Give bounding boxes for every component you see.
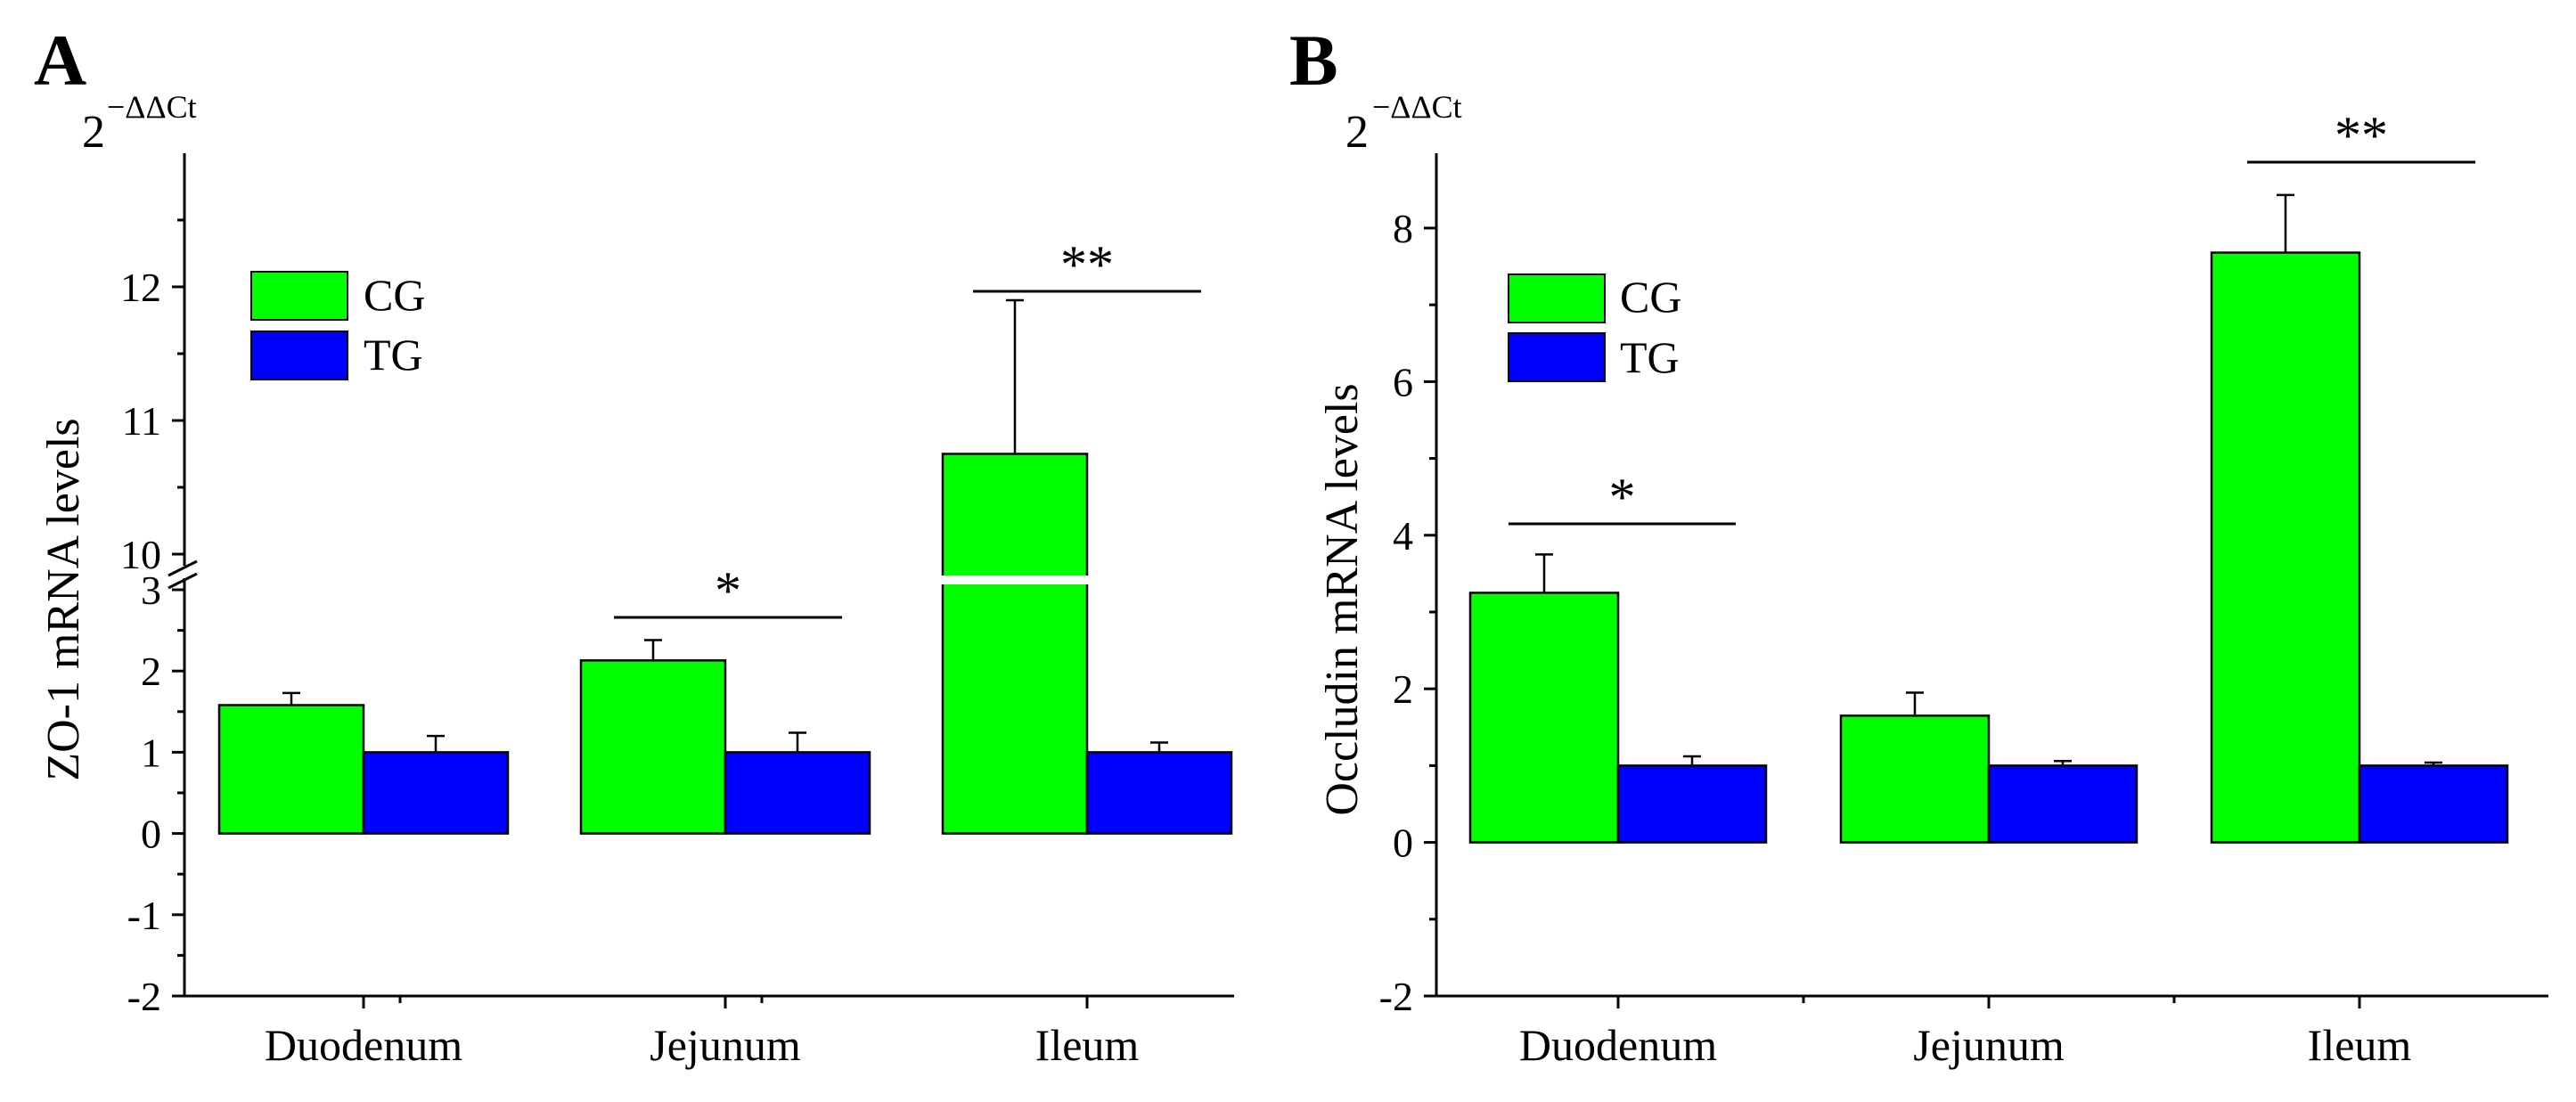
panel-a-x-tick-label: Duodenum [265, 1020, 462, 1070]
panel-b: B 2 −ΔΔCt Occludin mRNA levels -2 0 2 4 6 8 Du… [1289, 20, 2548, 1070]
panel-a-unit-base: 2 [82, 107, 105, 158]
panel-a-y-tick-label: 11 [122, 398, 161, 444]
panel-a-bar-tg [362, 751, 510, 835]
panel-b-bar-cg [1468, 592, 1620, 844]
panel-b-unit-base: 2 [1345, 107, 1369, 158]
panel-a-legend-label-cg: CG [364, 270, 425, 320]
panel-b-x-tick-label: Ileum [2308, 1020, 2412, 1070]
panel-a-bar-break-band [941, 575, 1089, 584]
panel-b-bar-tg [2358, 764, 2509, 844]
panel-a-x-tick-label: Ileum [1035, 1020, 1140, 1070]
panel-a-y-axis-label: ZO-1 mRNA levels [38, 418, 89, 780]
panel-a-unit-exponent: −ΔΔCt [107, 89, 197, 125]
panel-a-y-tick-label: 3 [141, 567, 161, 613]
panel-b-y-tick-label: 6 [1393, 359, 1413, 404]
panel-b-significance-label: * [1609, 468, 1636, 527]
panel-a-bar-tg [724, 751, 871, 835]
panel-b-legend-label-cg: CG [1620, 272, 1681, 322]
panel-b-bar-tg [1616, 764, 1768, 844]
panel-a-y-tick-label: 12 [120, 265, 161, 310]
panel-a-significance-label: ** [1060, 235, 1114, 294]
panel-a-x-tick-label: Jejunum [650, 1020, 801, 1070]
panel-b-bar-cg [1839, 714, 1991, 844]
panel-a-axis-break-mark [168, 559, 198, 577]
panel-a-legend-label-tg: TG [364, 330, 423, 380]
panel-a: A 2 −ΔΔCt ZO-1 mRNA levels -2-1012310111… [34, 20, 1234, 1070]
panel-a-y-tick-label: -1 [127, 893, 161, 938]
panel-a-letter: A [34, 20, 86, 101]
panel-a-axis-break-mark [168, 572, 198, 590]
panel-b-unit-exponent: −ΔΔCt [1372, 89, 1462, 125]
panel-b-y-tick-label: 0 [1393, 820, 1413, 866]
panel-a-y-tick-label: 2 [141, 649, 161, 694]
panel-b-bar-cg [2210, 251, 2361, 844]
panel-a-significance-label: * [715, 561, 741, 620]
panel-a-legend-swatch-tg [250, 331, 348, 380]
panel-b-legend-swatch-tg [1508, 332, 1606, 382]
panel-b-x-tick-label: Duodenum [1519, 1020, 1717, 1070]
panel-b-y-tick-label: 4 [1393, 513, 1413, 559]
panel-a-bar-cg [579, 659, 727, 835]
panel-a-bar-tg [1085, 751, 1233, 835]
panel-b-y-axis-label: Occludin mRNA levels [1317, 383, 1368, 815]
panel-b-significance-label: ** [2335, 106, 2388, 165]
panel-b-y-tick-label: 2 [1393, 666, 1413, 712]
panel-a-bar-cg [941, 453, 1089, 835]
panel-b-letter: B [1289, 20, 1338, 101]
panel-a-y-tick-label: -2 [127, 974, 161, 1019]
panel-a-bar-cg [217, 704, 365, 835]
panel-a-legend-swatch-cg [250, 271, 348, 321]
panel-a-y-tick-label: 1 [141, 730, 161, 775]
panel-a-y-tick-label: 10 [120, 532, 161, 577]
panel-b-legend-swatch-cg [1508, 273, 1606, 323]
panel-b-x-tick-label: Jejunum [1913, 1020, 2065, 1070]
panel-b-y-tick-label: -2 [1379, 974, 1413, 1019]
panel-b-bar-tg [1987, 764, 2138, 844]
panel-b-legend-label-tg: TG [1620, 332, 1680, 382]
panel-a-y-tick-label: 0 [141, 812, 161, 857]
panel-b-y-tick-label: 8 [1393, 206, 1413, 251]
